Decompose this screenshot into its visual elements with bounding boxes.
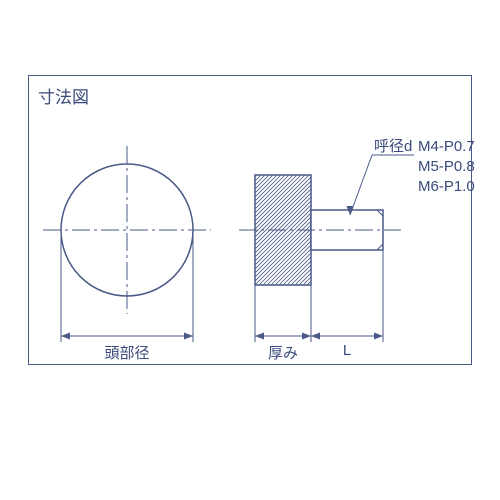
spec-line-0: M4-P0.7	[418, 138, 475, 155]
spec-line-1: M5-P0.8	[418, 158, 475, 175]
drawing-svg	[0, 0, 500, 500]
label-length: L	[0, 342, 500, 359]
spec-line-2: M6-P1.0	[418, 178, 475, 195]
diagram-canvas: 寸法図 頭部径 厚み L 呼径d M4-P0.7 M5-P0.8 M6-P1.0	[0, 0, 500, 500]
label-nominal-dia: 呼径d	[374, 135, 412, 156]
